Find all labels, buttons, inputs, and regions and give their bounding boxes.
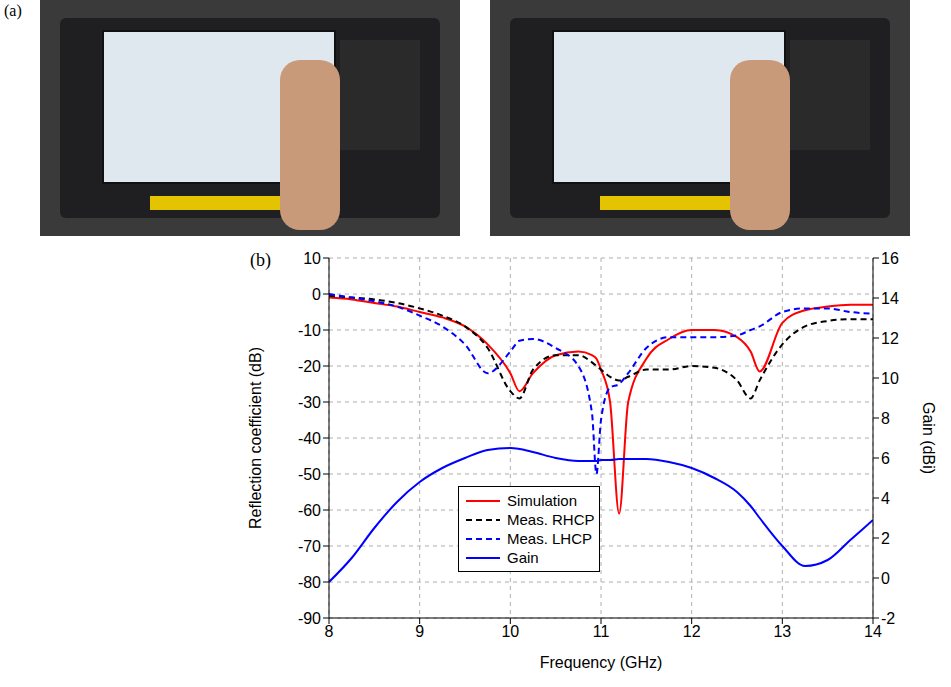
svg-text:-60: -60: [298, 502, 321, 519]
svg-text:-40: -40: [298, 430, 321, 447]
svg-text:11: 11: [593, 623, 610, 640]
svg-text:-90: -90: [298, 610, 321, 627]
svg-text:6: 6: [881, 450, 890, 467]
svg-text:14: 14: [881, 290, 899, 307]
html-text:Simulation: Simulation: [507, 492, 577, 509]
svg-text:0: 0: [881, 570, 890, 587]
svg-text:4: 4: [881, 490, 890, 507]
svg-text:14: 14: [864, 623, 882, 640]
svg-text:10: 10: [501, 623, 519, 640]
svg-text:Gain (dBi): Gain (dBi): [920, 402, 937, 474]
html-text:(a): (a): [4, 2, 22, 19]
svg-text:Reflection coefficient (dB): Reflection coefficient (dB): [247, 347, 264, 529]
html-text:Meas. RHCP: Meas. RHCP: [507, 511, 595, 528]
svg-text:-2: -2: [881, 610, 895, 627]
svg-text:9: 9: [415, 623, 424, 640]
svg-text:-10: -10: [298, 322, 321, 339]
svg-text:10: 10: [881, 370, 899, 387]
svg-text:-20: -20: [298, 358, 321, 375]
svg-text:-70: -70: [298, 538, 321, 555]
svg-text:-80: -80: [298, 574, 321, 591]
svg-text:16: 16: [881, 250, 899, 267]
svg-text:10: 10: [303, 250, 321, 267]
html-text:(b): (b): [250, 250, 271, 270]
svg-text:12: 12: [683, 623, 701, 640]
svg-text:2: 2: [881, 530, 890, 547]
svg-text:0: 0: [312, 286, 321, 303]
svg-text:-50: -50: [298, 466, 321, 483]
svg-text:8: 8: [325, 623, 334, 640]
svg-text:Frequency (GHz): Frequency (GHz): [540, 654, 663, 671]
svg-text:12: 12: [881, 330, 899, 347]
html-text:Meas. LHCP: Meas. LHCP: [507, 530, 592, 547]
html-text:Gain: Gain: [507, 549, 539, 566]
svg-text:13: 13: [773, 623, 791, 640]
svg-text:8: 8: [881, 410, 890, 427]
svg-text:-30: -30: [298, 394, 321, 411]
